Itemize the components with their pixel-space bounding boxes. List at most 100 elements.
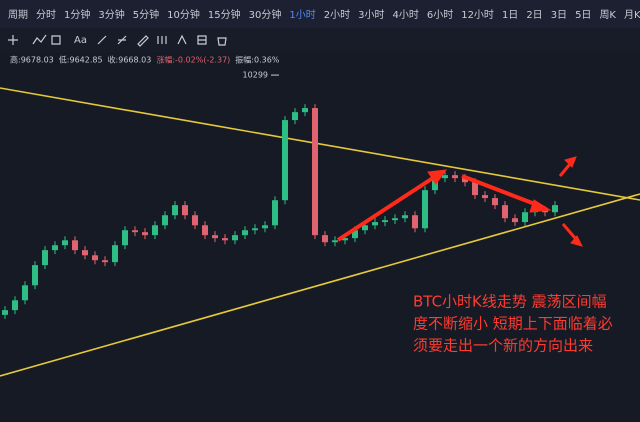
- upper-trendline: [0, 87, 640, 201]
- period-tab[interactable]: 5日: [575, 10, 591, 21]
- annotation-line: BTC小时K线走势 震荡区间幅: [413, 293, 607, 311]
- period-tab[interactable]: 10分钟: [167, 8, 200, 21]
- candle-body: [252, 228, 258, 231]
- font-button[interactable]: Aa: [74, 35, 87, 46]
- candle-body: [312, 108, 318, 236]
- icon-cross: [8, 35, 18, 45]
- info-item: 涨幅:-0.02%(-2.37): [156, 55, 230, 65]
- candle-body: [2, 310, 8, 315]
- candle-body: [132, 230, 138, 233]
- icon-line: [97, 35, 107, 45]
- icon-bars: [157, 36, 167, 44]
- candle-body: [52, 245, 58, 251]
- candle-body: [282, 120, 288, 201]
- arrows: [336, 156, 583, 247]
- candle-body: [432, 178, 438, 191]
- period-tab[interactable]: 1小时: [289, 9, 315, 21]
- period-tab[interactable]: 3日: [551, 10, 567, 21]
- candle-body: [472, 182, 478, 196]
- period-tab[interactable]: 3小时: [358, 9, 384, 21]
- max-label: 10299: [243, 71, 268, 80]
- candle-body: [202, 225, 208, 236]
- candle-body: [492, 198, 498, 206]
- candle-body: [152, 225, 158, 236]
- icon-shape: [177, 34, 187, 45]
- candle-body: [422, 190, 428, 229]
- arrow-head: [529, 199, 552, 213]
- annotation-line: 度不断缩小 短期上下面临着必: [413, 315, 613, 333]
- candles: [2, 104, 558, 319]
- info-item: 振幅:0.36%: [235, 55, 280, 65]
- period-tab[interactable]: 周K: [599, 9, 616, 21]
- candle-body: [142, 232, 148, 236]
- candle-body: [542, 210, 548, 213]
- period-tab[interactable]: 3分钟: [98, 8, 124, 21]
- candle-body: [172, 205, 178, 216]
- info-item: 收:9668.03: [108, 55, 152, 65]
- icon-pen: [137, 35, 149, 47]
- icon-ray: [117, 35, 127, 45]
- candle-body: [402, 215, 408, 219]
- candle-body: [272, 200, 278, 226]
- arrow-down: [461, 174, 541, 208]
- info-item: 低:9642.85: [59, 55, 103, 65]
- candle-body: [72, 240, 78, 251]
- candle-body: [92, 255, 98, 261]
- candle-body: [232, 235, 238, 241]
- candle-body: [552, 205, 558, 213]
- candle-body: [502, 205, 508, 219]
- candle-body: [32, 265, 38, 286]
- breakout-up: [558, 163, 572, 177]
- candle-body: [112, 245, 118, 263]
- candle-body: [482, 195, 488, 199]
- period-tab[interactable]: 月K: [624, 9, 640, 21]
- toolbar: [0, 0, 640, 28]
- candle-body: [162, 215, 168, 226]
- candle-body: [512, 218, 518, 223]
- period-tab[interactable]: 1分钟: [64, 8, 90, 21]
- period-tab[interactable]: 1日: [502, 10, 518, 21]
- period-tab[interactable]: 4小时: [392, 9, 418, 21]
- candle-body: [462, 178, 468, 183]
- period-tab[interactable]: 6小时: [427, 9, 453, 21]
- breakout-down: [561, 223, 577, 239]
- period-tab[interactable]: 12小时: [461, 9, 494, 21]
- candle-body: [12, 300, 18, 311]
- candle-body: [212, 235, 218, 239]
- period-tab[interactable]: 15分钟: [208, 8, 241, 21]
- candle-body: [222, 238, 228, 241]
- candle-body: [22, 285, 28, 301]
- annotation-line: 须要走出一个新的方向出来: [413, 337, 593, 355]
- candle-body: [362, 225, 368, 231]
- candle-body: [262, 225, 268, 229]
- period-tab[interactable]: 2日: [526, 10, 542, 21]
- period-tab[interactable]: 5分钟: [133, 8, 159, 21]
- candle-body: [82, 250, 88, 256]
- period-tab[interactable]: 30分钟: [249, 8, 282, 21]
- candle-body: [242, 230, 248, 236]
- candle-body: [352, 230, 358, 239]
- icon-indicator: [32, 34, 47, 45]
- icon-trash: [217, 37, 227, 46]
- period-tab[interactable]: 2小时: [324, 9, 350, 21]
- candle-body: [452, 175, 458, 179]
- candle-body: [102, 260, 108, 263]
- tool-row: [0, 28, 640, 52]
- candle-body: [42, 250, 48, 266]
- candle-body: [192, 215, 198, 226]
- period-tab[interactable]: 周期: [8, 9, 28, 21]
- tool-icons: [8, 34, 227, 47]
- lower-trendline: [0, 193, 640, 377]
- candle-body: [412, 215, 418, 229]
- candle-body: [392, 218, 398, 221]
- period-tab[interactable]: 分时: [36, 9, 56, 21]
- arrow-up: [336, 174, 438, 242]
- candle-body: [442, 175, 448, 179]
- arrow-head: [427, 169, 448, 185]
- candle-body: [382, 220, 388, 223]
- candle-body: [332, 240, 338, 243]
- candle-body: [322, 235, 328, 243]
